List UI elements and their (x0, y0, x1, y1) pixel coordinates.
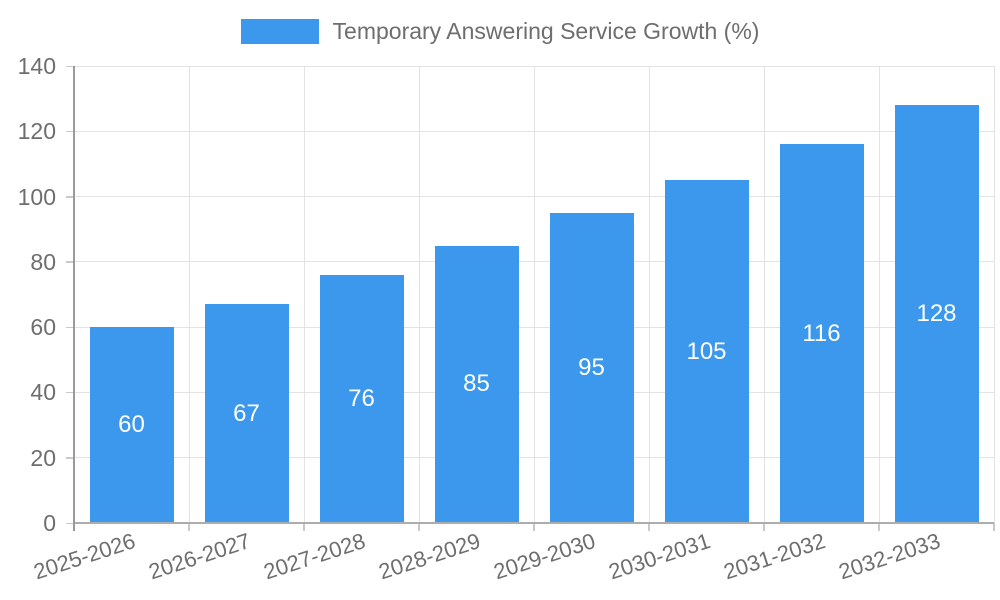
y-axis-tick (66, 196, 74, 198)
bar-2029-2030[interactable]: 95 (549, 212, 634, 523)
y-tick-label: 20 (30, 444, 56, 471)
bar-value-label: 60 (118, 411, 145, 439)
x-tick-label: 2026-2027 (145, 528, 254, 585)
bar-2028-2029[interactable]: 85 (434, 245, 519, 523)
bar-2026-2027[interactable]: 67 (204, 304, 289, 523)
x-axis-tick (648, 523, 650, 531)
y-tick-label: 140 (17, 53, 56, 79)
x-tick-label: 2025-2026 (30, 528, 139, 585)
x-tick-label: 2031-2032 (720, 528, 829, 585)
x-tick-label: 2030-2031 (605, 528, 714, 585)
x-tick-label: 2032-2033 (835, 528, 944, 585)
y-tick-label: 60 (30, 314, 56, 341)
bar-2032-2033[interactable]: 128 (894, 105, 979, 523)
bar-value-label: 116 (802, 319, 841, 347)
x-gridline (188, 66, 190, 523)
x-gridline (993, 66, 995, 523)
x-gridline (303, 66, 305, 523)
x-tick-label: 2027-2028 (260, 528, 369, 585)
bar-2025-2026[interactable]: 60 (89, 327, 174, 523)
x-gridline (418, 66, 420, 523)
x-axis-tick (303, 523, 305, 531)
x-tick-label: 2028-2029 (375, 528, 484, 585)
x-gridline (533, 66, 535, 523)
bar-value-label: 85 (463, 370, 490, 398)
y-tick-label: 80 (30, 248, 56, 275)
x-axis-tick (878, 523, 880, 531)
y-axis-tick (66, 391, 74, 394)
x-gridline (648, 66, 650, 523)
bar-value-label: 105 (686, 337, 727, 365)
y-axis-tick (66, 522, 74, 524)
y-axis-line (73, 66, 75, 531)
x-gridline (878, 66, 880, 523)
x-gridline (763, 66, 765, 523)
y-axis-tick (66, 130, 74, 133)
plot-area: 0 20 40 60 80 100 120 140 60 67 76 85 95 105 116 128 202… (18, 55, 995, 584)
x-axis-tick (188, 523, 190, 531)
y-tick-label: 40 (30, 379, 56, 406)
bar-2030-2031[interactable]: 105 (664, 180, 749, 523)
bar-2031-2032[interactable]: 116 (779, 144, 864, 523)
bar-value-label: 67 (233, 399, 260, 427)
x-axis-tick (993, 523, 995, 531)
x-tick-label: 2029-2030 (490, 528, 599, 585)
legend-swatch (240, 18, 319, 44)
y-axis-tick (66, 261, 74, 263)
y-axis-tick (66, 326, 74, 329)
bar-value-label: 76 (348, 384, 375, 412)
y-tick-label: 120 (17, 118, 56, 145)
legend-label: Temporary Answering Service Growth (%) (332, 17, 760, 44)
y-tick-label: 0 (43, 510, 56, 536)
x-axis-tick (533, 523, 535, 531)
y-axis-tick (66, 65, 74, 67)
x-axis-tick (763, 523, 765, 531)
x-axis-line (74, 522, 994, 524)
y-tick-label: 100 (17, 183, 56, 210)
bar-value-label: 128 (916, 300, 957, 328)
bar-2027-2028[interactable]: 76 (319, 274, 404, 523)
chart-legend-item[interactable]: Temporary Answering Service Growth (%) (0, 17, 1000, 45)
bar-value-label: 95 (578, 353, 605, 381)
x-axis-tick (418, 523, 420, 531)
y-axis-tick (66, 457, 74, 459)
